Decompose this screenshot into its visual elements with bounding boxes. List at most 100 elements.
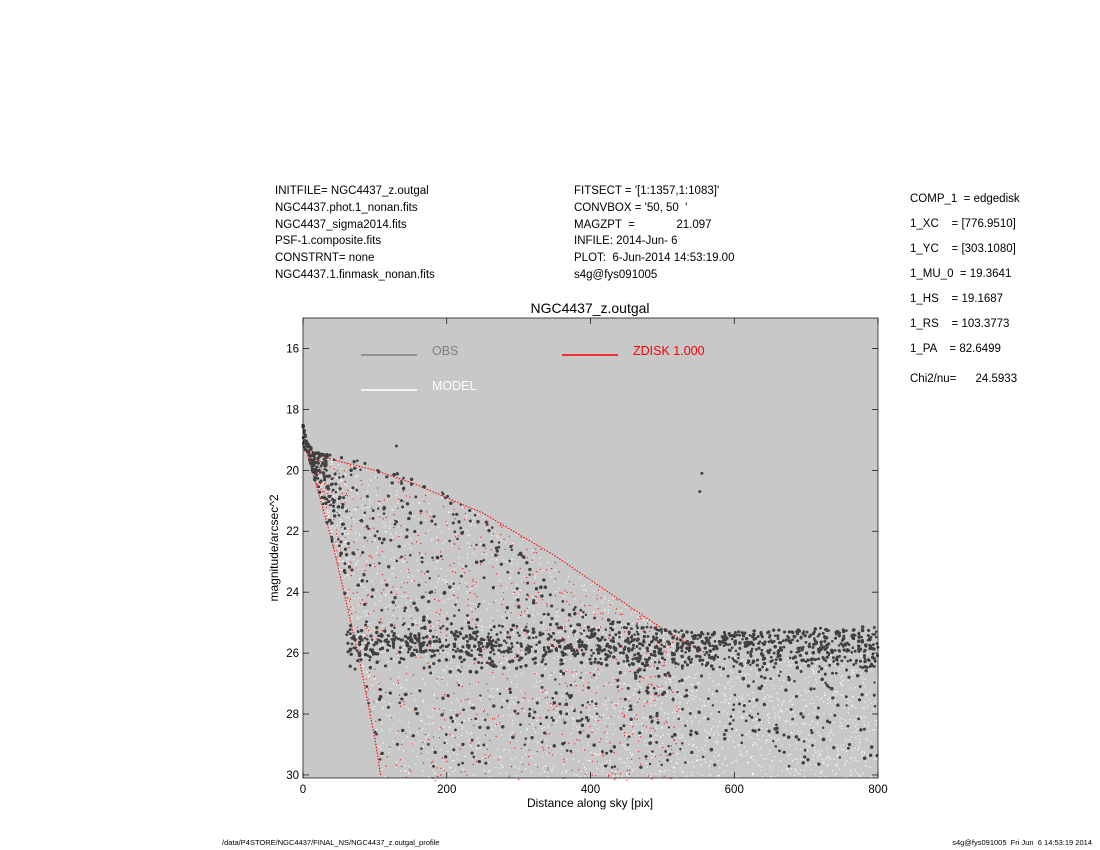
component-point [458,535,460,537]
model-point [344,588,346,590]
model-point [615,770,617,773]
model-point [653,753,655,755]
model-point [784,720,786,722]
model-point [504,632,506,634]
model-point [852,677,854,679]
model-point [776,697,779,700]
component-point [533,582,536,584]
model-point [819,776,822,778]
model-point [516,683,518,685]
component-point [397,730,399,732]
component-point [666,755,668,757]
model-point [648,739,650,741]
component-point [597,720,600,722]
component-point [360,480,362,482]
component-point [365,678,367,680]
model-point [352,489,354,491]
model-point [553,754,556,756]
model-point [392,567,394,569]
model-point [373,705,375,708]
model-point [807,681,809,684]
component-point [542,739,544,741]
component-point [484,754,486,756]
model-point [675,753,678,755]
model-point [351,617,353,619]
model-point [750,756,752,758]
model-point [354,586,356,589]
model-point [515,676,518,678]
component-point [640,657,642,659]
component-point [644,690,646,692]
component-point [376,487,379,489]
header-mid-line-2: MAGZPT = 21.097 [574,218,712,231]
model-point [581,630,583,633]
model-point [539,705,542,707]
model-point [460,683,462,685]
model-point [340,548,343,550]
model-point [546,775,549,778]
model-point [387,499,389,501]
model-point [326,510,329,512]
component-point [666,722,668,724]
model-point [349,557,351,559]
model-point [461,580,463,582]
model-point [807,690,810,692]
model-point [593,707,596,709]
model-point [355,562,357,564]
model-point [724,685,726,688]
model-point [673,771,676,773]
model-point [781,686,783,688]
component-point [513,747,516,749]
model-point [489,695,491,697]
model-point [875,723,877,726]
model-point [830,654,832,657]
model-point [532,605,534,607]
model-point [626,772,628,774]
model-point [740,716,742,718]
model-point [409,569,411,571]
model-point [361,664,364,667]
model-point [771,668,773,670]
component-point [316,483,318,485]
component-point [530,715,532,717]
model-point [441,640,443,642]
model-point [688,717,691,719]
model-point [849,762,851,764]
model-point [851,749,853,751]
component-point [527,595,530,598]
model-point [475,585,477,588]
model-point [504,541,507,544]
component-point [471,545,473,547]
component-point [380,592,383,594]
model-point [875,683,877,685]
model-point [523,691,525,694]
model-point [442,601,445,603]
model-point [571,716,573,719]
model-point [706,731,708,733]
model-point [764,696,766,699]
model-point [446,612,448,614]
component-point [533,551,535,554]
model-point [632,694,635,696]
model-point [521,652,523,654]
model-point [357,603,360,606]
component-point [425,553,427,555]
model-point [587,742,589,744]
component-point [351,525,353,527]
component-point [662,665,664,667]
model-point [681,717,684,719]
model-point [634,703,636,706]
model-point [516,740,518,742]
model-point [511,731,513,733]
model-point [593,704,596,707]
model-point [626,665,628,668]
component-point [608,774,610,776]
model-point [408,771,410,774]
model-point [591,626,594,628]
model-point [533,620,536,622]
model-point [773,737,776,739]
component-point [548,752,550,754]
component-point [390,678,392,680]
model-point [511,563,513,565]
component-point [513,591,515,593]
